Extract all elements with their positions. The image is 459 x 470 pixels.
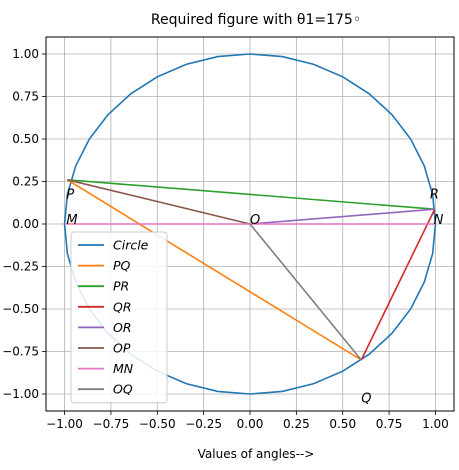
x-tick-label: 0.25 bbox=[283, 417, 310, 431]
y-axis-ticks: 1.00 0.75 0.50 0.25 0.00 −0.25 −0.50 −0.75 −1.00 bbox=[2, 47, 46, 401]
series-pq bbox=[66, 179, 362, 361]
x-tick-label: 1.00 bbox=[422, 417, 449, 431]
y-tick-label: 0.00 bbox=[12, 217, 39, 231]
legend-label: MN bbox=[113, 361, 134, 376]
legend-label: OR bbox=[113, 320, 132, 335]
point-label-m: M bbox=[66, 213, 77, 228]
chart-title: Required figure with θ1=175◦ bbox=[151, 12, 361, 28]
x-axis-ticks: −1.00 −0.75 −0.50 −0.25 0.00 0.25 0.50 0.75 1.00 bbox=[46, 411, 449, 431]
series-or bbox=[249, 208, 435, 225]
y-tick-label: −0.50 bbox=[2, 302, 39, 316]
point-label-q: Q bbox=[361, 392, 371, 407]
series-pr bbox=[67, 179, 435, 211]
y-tick-label: −1.00 bbox=[2, 387, 39, 401]
x-tick-label: −0.25 bbox=[185, 417, 222, 431]
legend-label: OP bbox=[113, 341, 131, 356]
plot-area bbox=[63, 53, 437, 395]
point-label-r: R bbox=[430, 188, 439, 203]
legend-label: QR bbox=[113, 299, 132, 314]
legend-box bbox=[70, 231, 168, 404]
legend-label: PR bbox=[113, 279, 129, 294]
y-tick-label: 0.25 bbox=[12, 175, 39, 189]
x-tick-label: −1.00 bbox=[46, 417, 83, 431]
y-tick-label: 1.00 bbox=[12, 47, 39, 61]
x-tick-label: 0.00 bbox=[237, 417, 264, 431]
point-label-n: N bbox=[434, 213, 444, 228]
legend-label: Circle bbox=[113, 238, 149, 253]
x-tick-label: −0.50 bbox=[139, 417, 176, 431]
legend: Circle PQ PR QR OR OP MN OQ bbox=[70, 231, 168, 404]
y-tick-label: −0.75 bbox=[2, 345, 39, 359]
y-tick-label: 0.50 bbox=[12, 132, 39, 146]
series-qr bbox=[360, 208, 436, 361]
x-tick-label: 0.75 bbox=[376, 417, 403, 431]
series-oq bbox=[249, 223, 362, 361]
x-tick-label: −0.75 bbox=[93, 417, 130, 431]
point-label-o: O bbox=[250, 213, 260, 228]
legend-label: OQ bbox=[113, 382, 133, 397]
x-tick-label: 0.50 bbox=[329, 417, 356, 431]
series-op bbox=[67, 179, 251, 225]
legend-label: PQ bbox=[113, 258, 131, 273]
y-tick-label: 0.75 bbox=[12, 90, 39, 104]
x-axis-label: Values of angles--> bbox=[198, 447, 315, 461]
y-tick-label: −0.25 bbox=[2, 260, 39, 274]
point-label-p: P bbox=[66, 188, 74, 203]
